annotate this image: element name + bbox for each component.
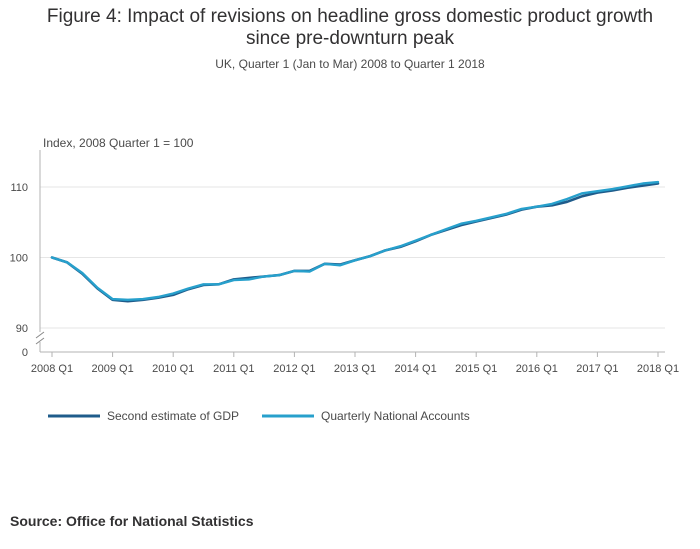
y-tick-label: 110 <box>10 182 28 194</box>
chart-title-line-2: since pre-downturn peak <box>245 28 455 49</box>
source-note: Source: Office for National Statistics <box>10 513 254 529</box>
y-axis-label: Index, 2008 Quarter 1 = 100 <box>43 136 194 150</box>
series-lines <box>50 180 660 303</box>
chart-subtitle: UK, Quarter 1 (Jan to Mar) 2008 to Quart… <box>215 57 485 71</box>
x-tick-label: 2008 Q1 <box>31 363 73 375</box>
legend: Second estimate of GDP Quarterly National… <box>48 409 470 423</box>
y-tick-label: 0 <box>22 347 28 359</box>
x-tick-label: 2017 Q1 <box>576 363 618 375</box>
legend-label: Quarterly National Accounts <box>321 409 470 423</box>
gridlines <box>40 186 665 329</box>
chart-title-line-1: Figure 4: Impact of revisions on headlin… <box>46 6 654 27</box>
x-tick-label: 2011 Q1 <box>213 363 254 375</box>
y-tick-label: 100 <box>10 253 28 265</box>
axis-break-icon <box>35 331 45 345</box>
axes: 0 90 100 110 2008 Q1 2009 Q1 2010 Q1 2011 Q1 201… <box>10 150 679 375</box>
x-tick-label: 2018 Q1 <box>637 363 679 375</box>
x-tick-label: 2012 Q1 <box>273 363 315 375</box>
legend-label: Second estimate of GDP <box>107 409 239 423</box>
x-tick-label: 2014 Q1 <box>394 363 436 375</box>
x-tick-label: 2010 Q1 <box>152 363 194 375</box>
x-tick-label: 2009 Q1 <box>91 363 133 375</box>
series-line-quarterly-national-accounts <box>50 180 660 301</box>
x-tick-label: 2016 Q1 <box>516 363 558 375</box>
x-tick-label: 2013 Q1 <box>334 363 376 375</box>
series-line-second-estimate <box>50 182 660 303</box>
y-tick-label: 90 <box>16 323 28 335</box>
x-tick-label: 2015 Q1 <box>455 363 497 375</box>
chart-title: Figure 4: Impact of revisions on headlin… <box>0 6 700 50</box>
